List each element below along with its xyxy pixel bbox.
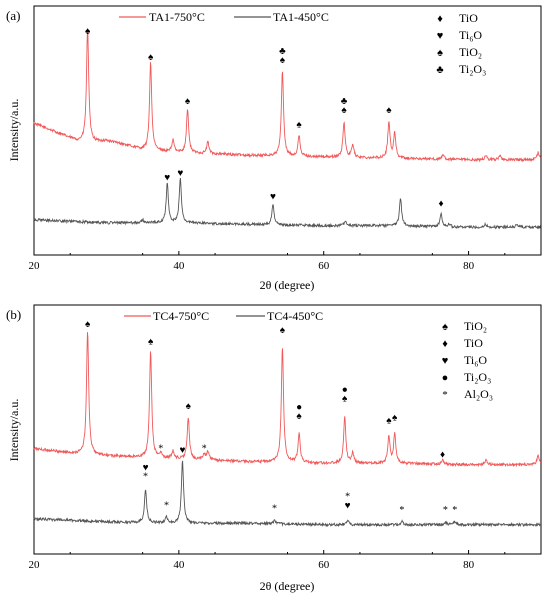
panel-label-a: (a) [6, 8, 20, 23]
panel-b: (b) 20 40 60 80 ♠♠♠* *♠●♠●♠♠ ♠♦♥**♥**♥ * * * Int… [6, 304, 542, 593]
peak-marker-heart-symbol: ♥ [345, 501, 351, 512]
x-axis-ticks-b: 20 40 60 80 [29, 550, 506, 571]
series-legend-b: TC4-750°C TC4-450°C [124, 309, 323, 323]
peak-marker-spade-symbol: ♠ [280, 325, 286, 336]
peak-marker-heart-symbol: ♥ [164, 172, 170, 183]
series-line-tc4-450-c [33, 460, 542, 528]
phase-legend-label-0: TiO [459, 11, 478, 25]
y-axis-title-a: Intensity/a.u. [7, 99, 21, 162]
plot-frame-a [33, 5, 542, 256]
peak-marker-spade-symbol: ♠ [386, 416, 392, 427]
phase-legend-b: ♠ TiO₂ ♦ TiO ♥ Ti₆O ● Ti₂O₃ * Al₂O₃ [442, 319, 493, 401]
peak-marker-spade-symbol: ♠ [341, 105, 347, 116]
phase-legend-label-3: Ti₂O₃ [459, 62, 486, 76]
phase-legend-asterisk-symbol: * [442, 389, 448, 401]
x-tick-label-80: 80 [463, 260, 475, 272]
peak-marker-heart-symbol: ♥ [180, 445, 186, 456]
y-axis-title-b: Intensity/a.u. [7, 399, 21, 462]
x-tick-label-40: 40 [173, 559, 185, 571]
peak-marker-asterisk-symbol: * [158, 443, 163, 454]
phase-legend-a: ♦ TiO ♥ Ti₆O ♠ TiO₂ ♣ Ti₂O₃ [436, 11, 486, 76]
peak-marker-spade-symbol: ♠ [296, 120, 302, 131]
x-axis-title-b: 2θ (degree) [260, 579, 315, 593]
peak-marker-spade-symbol: ♠ [185, 96, 191, 107]
peak-markers-a: ♠♠♠♣♠♠♣♠ ♠♥ ♥♥♦ [85, 26, 444, 210]
peak-marker-spade-symbol: ♠ [85, 26, 91, 37]
peak-marker-asterisk-symbol: * [399, 505, 404, 516]
phase-legend-label-1: Ti₆O [459, 28, 482, 42]
peak-marker-diamond-symbol: ♦ [440, 449, 445, 460]
phase-legend-label-3: Ti₂O₃ [464, 370, 491, 384]
curves-b [33, 332, 542, 528]
series-legend-a: TA1-750°C TA1-450°C [119, 10, 329, 24]
peak-marker-dot-symbol: ● [342, 385, 348, 396]
phase-legend-dot-symbol: ● [442, 372, 449, 384]
peak-marker-asterisk-symbol: * [345, 492, 350, 503]
legend-label-ta1-750: TA1-750°C [149, 10, 205, 24]
peak-marker-spade-symbol: ♠ [148, 52, 154, 63]
x-tick-label-60: 60 [318, 559, 330, 571]
x-tick-label-20: 20 [29, 260, 41, 272]
phase-legend-spade-symbol: ♠ [437, 47, 443, 59]
peak-markers-b: ♠♠♠* *♠●♠●♠♠ ♠♦♥**♥**♥ * * * [85, 319, 457, 516]
peak-marker-asterisk-symbol: * [443, 505, 448, 516]
peak-marker-club-symbol: ♣ [341, 96, 348, 107]
peak-marker-club-symbol: ♣ [279, 46, 286, 57]
series-line-ta1-750-c [33, 28, 542, 163]
phase-legend-label-1: TiO [464, 336, 483, 350]
phase-legend-label-2: Ti₆O [464, 353, 487, 367]
x-tick-label-40: 40 [173, 260, 185, 272]
phase-legend-diamond-symbol: ♦ [442, 338, 448, 350]
peak-marker-spade-symbol: ♠ [342, 394, 348, 405]
phase-legend-diamond-symbol: ♦ [437, 13, 443, 25]
phase-legend-club-symbol: ♣ [436, 64, 443, 76]
peak-marker-spade-symbol: ♠ [280, 55, 286, 66]
phase-legend-label-2: TiO₂ [459, 45, 482, 59]
peak-marker-heart-symbol: ♥ [177, 168, 183, 179]
peak-marker-asterisk-symbol: * [143, 471, 148, 482]
x-axis-ticks-a: 20 40 60 80 [29, 251, 506, 272]
panel-label-b: (b) [6, 307, 21, 322]
peak-marker-spade-symbol: ♠ [148, 337, 154, 348]
legend-label-ta1-450: TA1-450°C [273, 10, 329, 24]
peak-marker-heart-symbol: ♥ [270, 191, 276, 202]
curves-a [33, 28, 542, 230]
peak-marker-dot-symbol: ● [296, 402, 302, 413]
series-line-tc4-750-c [33, 332, 542, 468]
phase-legend-label-4: Al₂O₃ [464, 387, 493, 401]
phase-legend-label-0: TiO₂ [464, 319, 487, 333]
panel-a: (a) 20 40 60 80 ♠♠♠♣♠♠♣♠ ♠♥ ♥♥♦ Intensity/a.u… [6, 5, 542, 292]
peak-marker-heart-symbol: ♥ [143, 462, 149, 473]
legend-label-tc4-450: TC4-450°C [267, 309, 323, 323]
x-tick-label-80: 80 [463, 559, 475, 571]
x-tick-label-20: 20 [29, 559, 41, 571]
x-tick-label-60: 60 [318, 260, 330, 272]
peak-marker-spade-symbol: ♠ [386, 105, 392, 116]
peak-marker-spade-symbol: ♠ [392, 413, 398, 424]
peak-marker-spade-symbol: ♠ [296, 411, 302, 422]
peak-marker-asterisk-symbol: * [272, 504, 277, 515]
peak-marker-spade-symbol: ♠ [85, 319, 91, 330]
phase-legend-spade-symbol: ♠ [442, 321, 448, 333]
series-line-ta1-450-c [33, 177, 542, 230]
x-axis-title-a: 2θ (degree) [260, 278, 315, 292]
peak-marker-asterisk-symbol: * [202, 443, 207, 454]
phase-legend-heart-symbol: ♥ [437, 30, 444, 42]
phase-legend-heart-symbol: ♥ [442, 355, 449, 367]
peak-marker-spade-symbol: ♠ [186, 401, 192, 412]
peak-marker-asterisk-symbol: * [452, 505, 457, 516]
legend-label-tc4-750: TC4-750°C [153, 309, 209, 323]
peak-marker-asterisk-symbol: * [164, 501, 169, 512]
peak-marker-diamond-symbol: ♦ [438, 199, 443, 210]
